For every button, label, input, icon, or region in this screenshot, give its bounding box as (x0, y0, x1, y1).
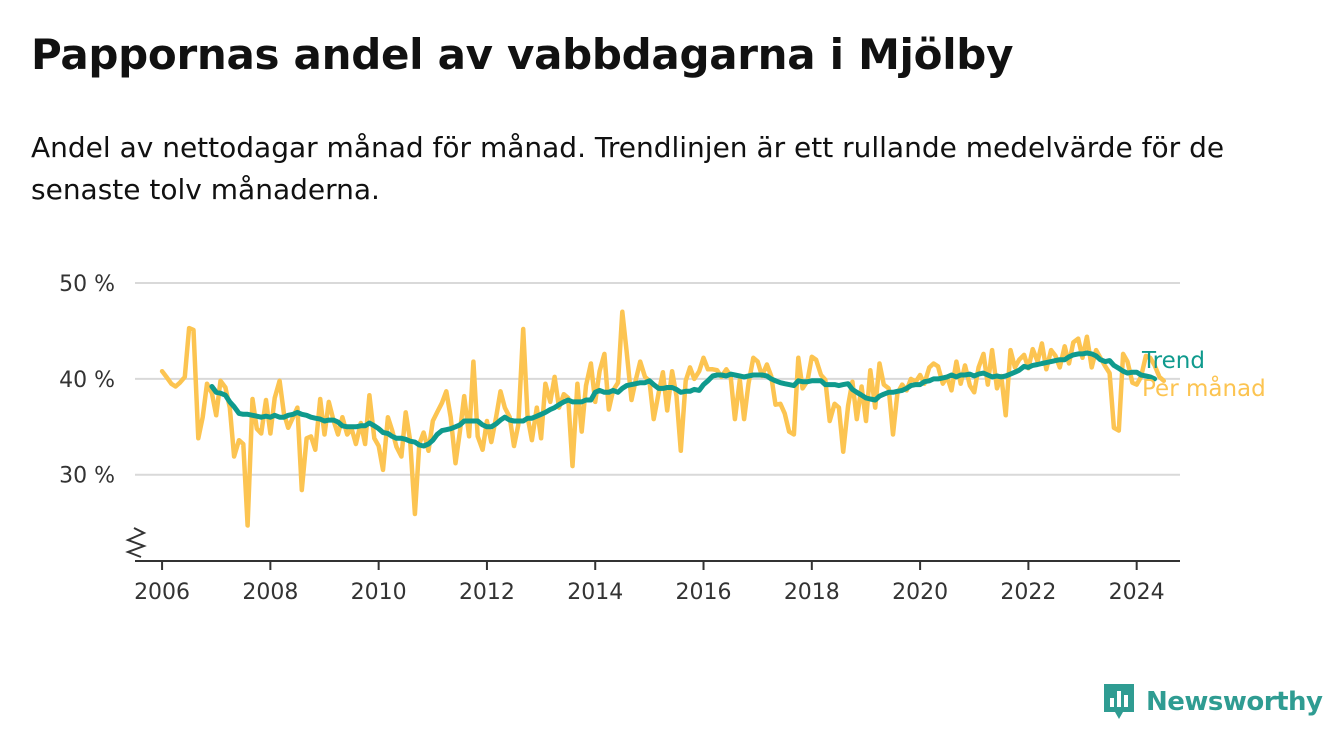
y-axis: 30 % 40 % 50 % (59, 272, 147, 558)
x-tick-label: 2012 (459, 580, 515, 605)
brand-name: Newsworthy (1146, 687, 1323, 717)
series-line-trend (209, 350, 1158, 449)
axis-break-icon (125, 527, 147, 558)
y-tick-label: 50 % (59, 272, 115, 297)
x-tick-label: 2020 (892, 580, 948, 605)
x-axis: 2006 2008 2010 2012 2014 2016 2018 2020 2022 2024 (134, 560, 1180, 605)
chart-subtitle: Andel av nettodagar månad för månad. Tre… (31, 131, 1225, 206)
series-label-monthly: Per månad (1142, 374, 1266, 402)
x-tick-label: 2008 (242, 580, 298, 605)
bar-chart-speech-bubble-icon (1104, 684, 1134, 719)
y-tick-label: 30 % (59, 464, 115, 489)
y-tick-label: 40 % (59, 368, 115, 393)
grid-lines (135, 282, 1180, 476)
x-tick-label: 2006 (134, 580, 190, 605)
chart-title: Pappornas andel av vabbdagarna i Mjölby (31, 30, 1014, 79)
x-tick-label: 2018 (784, 580, 840, 605)
x-tick-label: 2010 (351, 580, 407, 605)
x-tick-label: 2022 (1000, 580, 1056, 605)
x-tick-label: 2024 (1109, 580, 1165, 605)
series-lines (159, 309, 1167, 528)
x-tick-label: 2016 (676, 580, 732, 605)
newsworthy-logo: Newsworthy (1102, 682, 1323, 722)
series-line-monthly (159, 309, 1167, 528)
series-label-trend: Trend (1141, 348, 1205, 374)
x-tick-label: 2014 (567, 580, 623, 605)
